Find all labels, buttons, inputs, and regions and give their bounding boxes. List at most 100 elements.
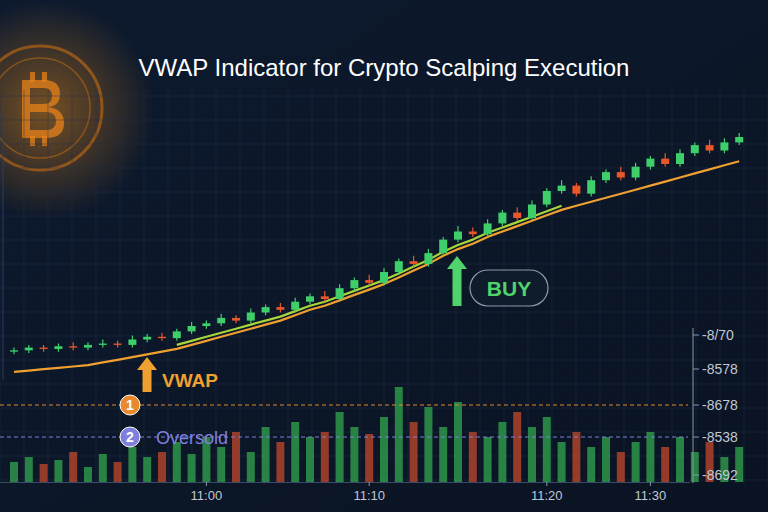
volume-bar [143,457,151,482]
grid-line [72,90,73,484]
volume-bar [513,412,521,482]
candle-body [617,172,625,177]
grid-line [648,90,649,484]
candle-body [217,318,225,323]
grid-line [672,90,673,484]
grid-line [408,90,409,484]
grid-line [744,90,745,484]
volume-bar [424,407,432,482]
volume-bar [365,434,373,482]
grid-line [624,90,625,484]
volume-bar [602,437,610,482]
volume-bar [306,437,314,482]
side-tick [693,475,699,476]
logo-icon [30,136,35,146]
candle-body [173,331,181,338]
candle-body [143,337,151,340]
volume-bar [84,467,92,482]
volume-bar [276,442,284,482]
x-tick [546,482,547,486]
volume-bar [617,452,625,482]
grid-line [0,96,768,97]
candle-body [632,167,640,178]
grid-line [552,90,553,484]
level-badge-text: 2 [126,429,134,445]
volume-bar [484,437,492,482]
level-badge [120,427,140,447]
candle-body [321,296,329,299]
candle-body [558,186,566,191]
candle-body [706,145,714,150]
candle-body [410,261,418,264]
volume-bar [10,462,18,482]
x-tick [650,482,651,486]
grid-line [576,90,577,484]
grid-line [0,240,768,241]
level-line [0,404,688,405]
grid-line [0,336,768,337]
volume [10,387,743,482]
candle-body [247,313,255,321]
volume-bar [469,432,477,482]
candle-body [232,318,240,321]
candle-body [25,348,33,351]
volume-bar [587,447,595,482]
volume-bar [380,417,388,482]
candle-body [69,346,77,347]
candle-body [735,137,743,142]
candle-body [720,142,728,150]
annotation: VWAP [162,370,218,391]
volume-bar [350,427,358,482]
logo-icon [42,72,47,82]
candle-body [188,326,196,331]
volume-bar [188,454,196,482]
grid-line [0,384,768,385]
title: VWAP Indicator for Crypto Scalping Execu… [139,54,630,81]
candle-body [602,172,610,180]
volume-bar [232,432,240,482]
series-line [14,161,739,372]
logo-icon [30,72,35,82]
logo-glow [0,0,155,220]
chart: 12OversoldVWAPBUY-8/70-8578-8678-8538-86… [0,0,768,512]
candle-body [158,337,166,338]
candle-body [306,296,314,301]
logo-ring [0,58,90,158]
x-tick-label: 11:20 [531,488,563,503]
candle-body [336,288,344,299]
volume-bar [543,417,551,482]
candle-body [661,159,669,164]
candle-body [587,180,595,194]
grid-line [24,90,25,484]
volume-bar [632,442,640,482]
x-tick [369,482,370,486]
grid-line [0,264,768,265]
grid-line [0,192,768,193]
candle-body [54,346,62,349]
volume-bar [217,447,225,482]
grid-line [0,144,768,145]
buy-arrow [447,256,467,306]
volume-bar [173,442,181,482]
side-tick [693,335,699,336]
volume-bar [410,422,418,482]
buy-pill [470,270,548,306]
volume-bar [572,432,580,482]
volume-bar [99,454,107,482]
grid-line [720,90,721,484]
series-line [177,206,562,345]
logo-icon [22,80,64,138]
grid [0,90,768,484]
level-label: Oversold [156,428,228,448]
candle-body [380,272,388,283]
volume-bar [262,427,270,482]
volume-bar [676,437,684,482]
volume-bar [291,422,299,482]
candle-body [10,350,18,351]
candle-body [262,307,270,312]
x-tick-label: 11:00 [191,488,223,503]
grid-line [168,90,169,484]
side-tick [693,437,699,438]
volume-bar [158,452,166,482]
candle-body [350,280,358,288]
